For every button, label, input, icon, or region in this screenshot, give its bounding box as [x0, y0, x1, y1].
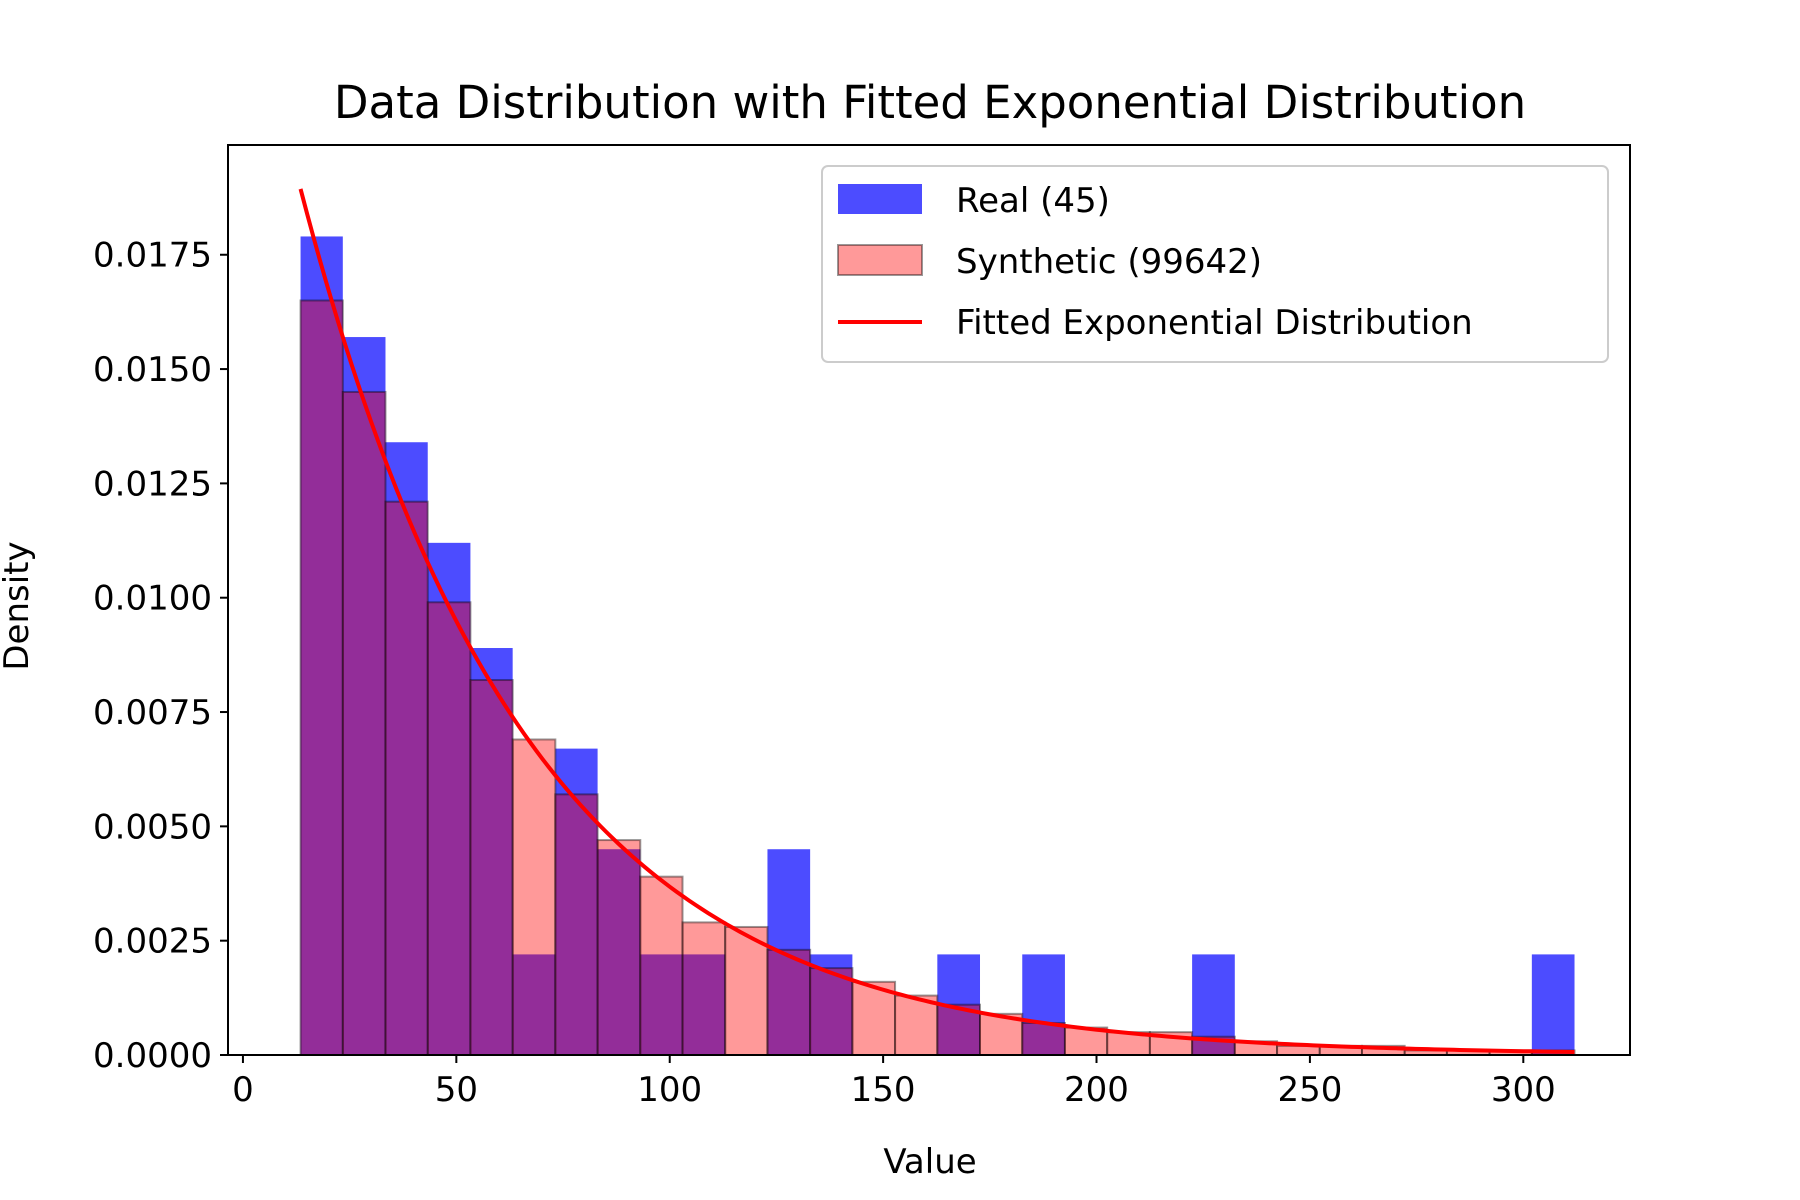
- y-tick-label: 0.0150: [93, 350, 212, 390]
- x-tick-label: 200: [1064, 1070, 1129, 1110]
- y-tick-label: 0.0175: [93, 236, 212, 276]
- synthetic-bar: [426, 601, 472, 1056]
- y-axis: 0.0000 0.0025 0.0050 0.0075 0.0100 0.0125 0.01…: [93, 236, 228, 1076]
- synthetic-bar: [979, 1012, 1024, 1057]
- axes-frame: [227, 144, 1631, 1056]
- legend-real-swatch: [838, 184, 922, 214]
- synthetic-bar: [511, 738, 557, 1056]
- synthetic-bar: [766, 948, 812, 1056]
- synthetic-histogram: [299, 299, 1576, 1057]
- plot-area: [298, 188, 1576, 1057]
- real-bar: [597, 849, 641, 1055]
- y-tick-label: 0.0050: [93, 807, 212, 847]
- synthetic-bar: [596, 839, 642, 1056]
- fitted-exponential-line: [298, 188, 1575, 1054]
- synthetic-bar: [681, 921, 727, 1057]
- x-axis: 0 50 100 150 200 250 300: [232, 1055, 1556, 1110]
- synthetic-bar: [469, 679, 514, 1057]
- real-bar: [427, 542, 471, 1055]
- real-bar: [640, 954, 683, 1055]
- real-bar: [512, 954, 556, 1055]
- x-tick-label: 100: [637, 1070, 702, 1110]
- legend-fit-label: Fitted Exponential Distribution: [956, 303, 1473, 343]
- synthetic-bar: [894, 994, 939, 1056]
- synthetic-bar: [341, 390, 387, 1056]
- y-tick-label: 0.0000: [93, 1036, 212, 1076]
- legend-real-label: Real (45): [956, 181, 1110, 221]
- real-bar: [342, 337, 386, 1055]
- synthetic-bar: [554, 793, 599, 1056]
- real-bar: [1022, 954, 1065, 1055]
- synthetic-bar: [299, 299, 344, 1056]
- real-bar: [300, 236, 343, 1056]
- synthetic-bar: [1021, 1021, 1066, 1056]
- x-tick-label: 50: [435, 1070, 478, 1110]
- y-tick-label: 0.0075: [93, 693, 212, 733]
- chart-title: Data Distribution with Fitted Exponentia…: [334, 76, 1526, 129]
- synthetic-bar: [639, 875, 684, 1056]
- synthetic-bar: [851, 980, 897, 1056]
- legend: Real (45) Synthetic (99642) Fitted Expon…: [821, 165, 1609, 363]
- x-tick-label: 250: [1277, 1070, 1342, 1110]
- x-tick-label: 300: [1491, 1070, 1556, 1110]
- synthetic-bar: [384, 500, 429, 1056]
- legend-synthetic-swatch: [837, 244, 923, 276]
- legend-synthetic-label: Synthetic (99642): [956, 242, 1262, 282]
- real-bar: [470, 648, 513, 1055]
- real-bar: [767, 849, 811, 1055]
- x-axis-label: Value: [883, 1142, 976, 1182]
- y-tick-label: 0.0100: [93, 579, 212, 619]
- synthetic-bar: [809, 967, 854, 1057]
- y-tick-label: 0.0025: [93, 922, 212, 962]
- legend-frame: [821, 165, 1609, 363]
- synthetic-bar: [724, 925, 769, 1056]
- y-axis-label: Density: [0, 541, 37, 670]
- x-tick-label: 0: [232, 1070, 254, 1110]
- x-tick-label: 150: [851, 1070, 916, 1110]
- real-bar: [682, 954, 726, 1055]
- real-bar: [1531, 954, 1575, 1055]
- y-tick-label: 0.0125: [93, 464, 212, 504]
